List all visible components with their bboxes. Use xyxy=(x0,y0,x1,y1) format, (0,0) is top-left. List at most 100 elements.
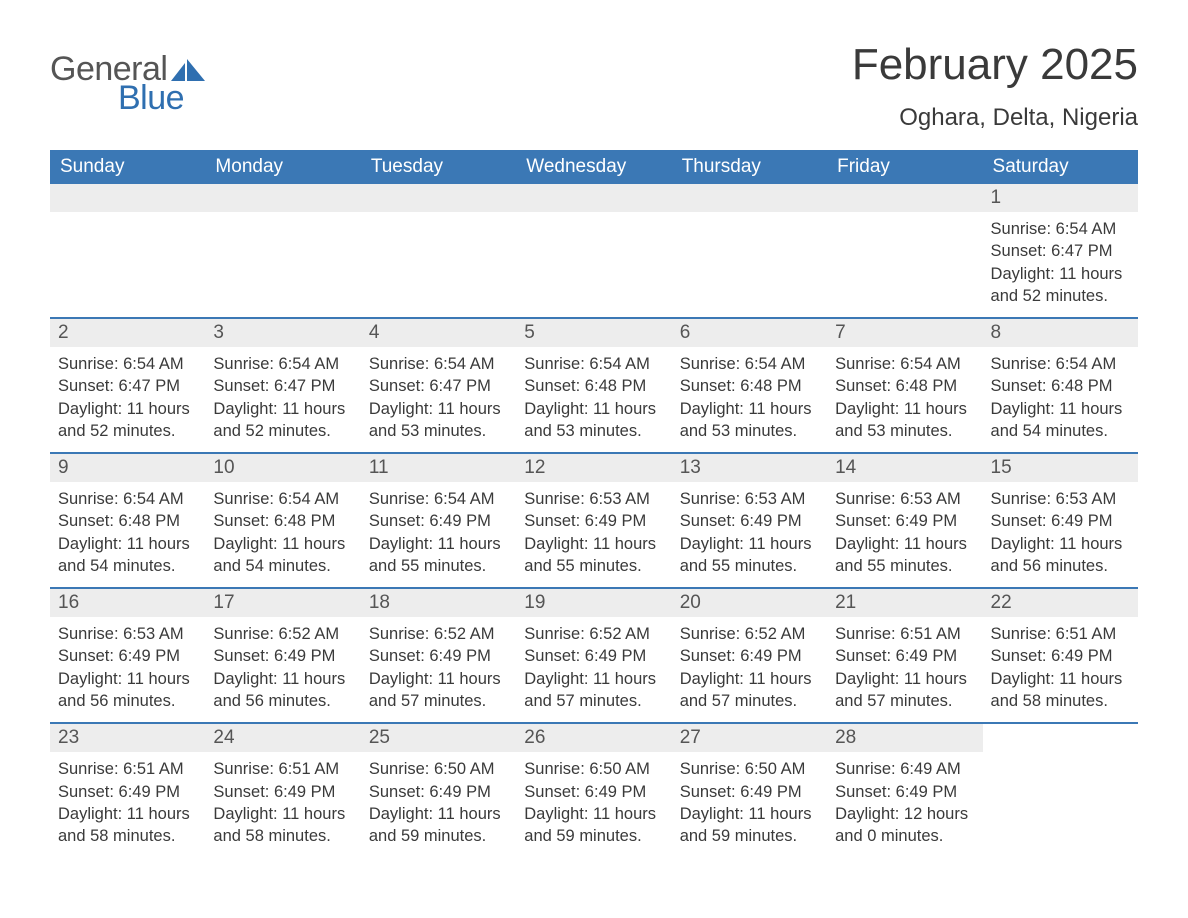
daylight-line: Daylight: 11 hours and 54 minutes. xyxy=(58,533,197,578)
daylight-line: Daylight: 11 hours and 58 minutes. xyxy=(58,803,197,848)
day-body: Sunrise: 6:50 AMSunset: 6:49 PMDaylight:… xyxy=(361,752,516,857)
sunrise-line: Sunrise: 6:54 AM xyxy=(58,353,197,375)
day-number-row: 18 xyxy=(361,589,516,617)
sunset-line: Sunset: 6:49 PM xyxy=(369,510,508,532)
day-body: Sunrise: 6:54 AMSunset: 6:49 PMDaylight:… xyxy=(361,482,516,587)
day-body: Sunrise: 6:54 AMSunset: 6:47 PMDaylight:… xyxy=(983,212,1138,317)
day-number-row: 3 xyxy=(205,319,360,347)
sunset-line: Sunset: 6:49 PM xyxy=(835,781,974,803)
day-number: 26 xyxy=(524,727,545,748)
day-number-row: 11 xyxy=(361,454,516,482)
daylight-line: Daylight: 12 hours and 0 minutes. xyxy=(835,803,974,848)
calendar-day: 19Sunrise: 6:52 AMSunset: 6:49 PMDayligh… xyxy=(516,589,671,722)
sunrise-line: Sunrise: 6:49 AM xyxy=(835,758,974,780)
day-number: 24 xyxy=(213,727,234,748)
calendar-day: 7 Sunrise: 6:54 AMSunset: 6:48 PMDaylight… xyxy=(827,319,982,452)
calendar-day: 16 Sunrise: 6:53 AMSunset: 6:49 PMDayligh… xyxy=(50,589,205,722)
sunrise-line: Sunrise: 6:52 AM xyxy=(213,623,352,645)
daylight-line: Daylight: 11 hours and 53 minutes. xyxy=(524,398,663,443)
day-number-row: 9 xyxy=(50,454,205,482)
sunrise-line: Sunrise: 6:51 AM xyxy=(213,758,352,780)
sunrise-line: Sunrise: 6:54 AM xyxy=(58,488,197,510)
sunrise-line: Sunrise: 6:54 AM xyxy=(524,353,663,375)
day-body: Sunrise: 6:54 AMSunset: 6:48 PMDaylight:… xyxy=(672,347,827,452)
daylight-line: Daylight: 11 hours and 55 minutes. xyxy=(369,533,508,578)
day-body: Sunrise: 6:53 AMSunset: 6:49 PMDaylight:… xyxy=(672,482,827,587)
logo: General Blue xyxy=(50,40,205,118)
sunset-line: Sunset: 6:47 PM xyxy=(213,375,352,397)
sunrise-line: Sunrise: 6:52 AM xyxy=(680,623,819,645)
day-body: Sunrise: 6:52 AMSunset: 6:49 PMDaylight:… xyxy=(516,617,671,722)
day-number: 28 xyxy=(835,727,856,748)
sunrise-line: Sunrise: 6:52 AM xyxy=(524,623,663,645)
calendar-week: 16Sunrise: 6:53 AMSunset: 6:49 PMDayligh… xyxy=(50,587,1138,722)
sunset-line: Sunset: 6:49 PM xyxy=(524,510,663,532)
calendar-day: 26Sunrise: 6:50 AMSunset: 6:49 PMDayligh… xyxy=(516,724,671,857)
day-number-row: 14 xyxy=(827,454,982,482)
weekday-monday: Monday xyxy=(205,150,360,184)
day-body: Sunrise: 6:53 AMSunset: 6:49 PMDaylight:… xyxy=(50,617,205,722)
calendar-day: 13Sunrise: 6:53 AMSunset: 6:49 PMDayligh… xyxy=(672,454,827,587)
sunset-line: Sunset: 6:49 PM xyxy=(524,645,663,667)
sunset-line: Sunset: 6:47 PM xyxy=(58,375,197,397)
sunrise-line: Sunrise: 6:53 AM xyxy=(58,623,197,645)
calendar-day: 23Sunrise: 6:51 AMSunset: 6:49 PMDayligh… xyxy=(50,724,205,857)
day-body: Sunrise: 6:54 AMSunset: 6:47 PMDaylight:… xyxy=(361,347,516,452)
weekday-sunday: Sunday xyxy=(50,150,205,184)
calendar-day-empty xyxy=(50,184,205,317)
day-number: 7 xyxy=(835,322,846,343)
sunrise-line: Sunrise: 6:54 AM xyxy=(991,353,1130,375)
day-body: Sunrise: 6:54 AMSunset: 6:48 PMDaylight:… xyxy=(516,347,671,452)
daylight-line: Daylight: 11 hours and 56 minutes. xyxy=(58,668,197,713)
day-number: 20 xyxy=(680,592,701,613)
sunset-line: Sunset: 6:49 PM xyxy=(369,645,508,667)
calendar-day: 27Sunrise: 6:50 AMSunset: 6:49 PMDayligh… xyxy=(672,724,827,857)
calendar-day: 3Sunrise: 6:54 AMSunset: 6:47 PMDaylight… xyxy=(205,319,360,452)
daylight-line: Daylight: 11 hours and 53 minutes. xyxy=(680,398,819,443)
day-number: 5 xyxy=(524,322,535,343)
weekday-saturday: Saturday xyxy=(983,150,1138,184)
day-number: 16 xyxy=(58,592,79,613)
day-number: 17 xyxy=(213,592,234,613)
day-number-row: 22 xyxy=(983,589,1138,617)
sunset-line: Sunset: 6:48 PM xyxy=(835,375,974,397)
weekday-friday: Friday xyxy=(827,150,982,184)
sunset-line: Sunset: 6:49 PM xyxy=(680,781,819,803)
day-number: 14 xyxy=(835,457,856,478)
daylight-line: Daylight: 11 hours and 55 minutes. xyxy=(835,533,974,578)
sunset-line: Sunset: 6:47 PM xyxy=(991,240,1130,262)
sunset-line: Sunset: 6:49 PM xyxy=(835,645,974,667)
day-number-row: 7 xyxy=(827,319,982,347)
calendar-day: 22Sunrise: 6:51 AMSunset: 6:49 PMDayligh… xyxy=(983,589,1138,722)
logo-text-blue: Blue xyxy=(118,79,184,118)
calendar-day: 18Sunrise: 6:52 AMSunset: 6:49 PMDayligh… xyxy=(361,589,516,722)
sunset-line: Sunset: 6:49 PM xyxy=(213,645,352,667)
calendar-day: 9 Sunrise: 6:54 AMSunset: 6:48 PMDaylight… xyxy=(50,454,205,587)
day-number-row: 4 xyxy=(361,319,516,347)
calendar-day: 5 Sunrise: 6:54 AMSunset: 6:48 PMDaylight… xyxy=(516,319,671,452)
calendar-day: 1Sunrise: 6:54 AMSunset: 6:47 PMDaylight… xyxy=(983,184,1138,317)
weekday-thursday: Thursday xyxy=(672,150,827,184)
day-number-row: 8 xyxy=(983,319,1138,347)
sunset-line: Sunset: 6:49 PM xyxy=(680,645,819,667)
day-number-row xyxy=(516,184,671,212)
sunrise-line: Sunrise: 6:52 AM xyxy=(369,623,508,645)
calendar-day: 8Sunrise: 6:54 AMSunset: 6:48 PMDaylight… xyxy=(983,319,1138,452)
title-block: February 2025 Oghara, Delta, Nigeria xyxy=(852,40,1138,132)
month-title: February 2025 xyxy=(852,40,1138,90)
weekday-header-row: Sunday Monday Tuesday Wednesday Thursday… xyxy=(50,150,1138,184)
day-number-row: 2 xyxy=(50,319,205,347)
day-body: Sunrise: 6:54 AMSunset: 6:48 PMDaylight:… xyxy=(827,347,982,452)
day-body: Sunrise: 6:54 AMSunset: 6:48 PMDaylight:… xyxy=(983,347,1138,452)
day-number: 18 xyxy=(369,592,390,613)
day-body: Sunrise: 6:49 AMSunset: 6:49 PMDaylight:… xyxy=(827,752,982,857)
sunrise-line: Sunrise: 6:54 AM xyxy=(369,488,508,510)
day-number: 10 xyxy=(213,457,234,478)
sunset-line: Sunset: 6:48 PM xyxy=(58,510,197,532)
calendar-day: 25Sunrise: 6:50 AMSunset: 6:49 PMDayligh… xyxy=(361,724,516,857)
day-body: Sunrise: 6:51 AMSunset: 6:49 PMDaylight:… xyxy=(827,617,982,722)
day-number-row: 23 xyxy=(50,724,205,752)
calendar-day: 20Sunrise: 6:52 AMSunset: 6:49 PMDayligh… xyxy=(672,589,827,722)
calendar-day: 11Sunrise: 6:54 AMSunset: 6:49 PMDayligh… xyxy=(361,454,516,587)
sunrise-line: Sunrise: 6:53 AM xyxy=(680,488,819,510)
